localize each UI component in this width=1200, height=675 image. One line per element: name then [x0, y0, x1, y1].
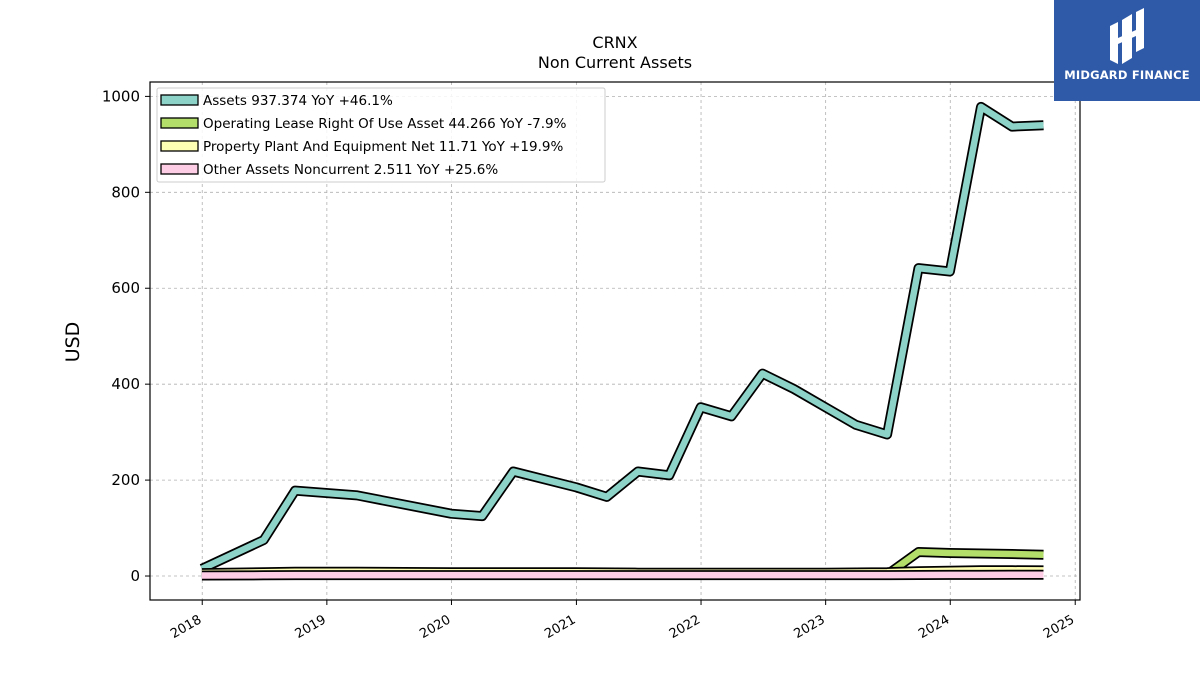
y-axis-label: USD: [62, 322, 84, 363]
legend-swatch: [160, 94, 199, 106]
chart-title: CRNX: [592, 33, 637, 52]
x-tick-label: 2025: [1041, 612, 1077, 642]
legend-entry: Operating Lease Right Of Use Asset 44.26…: [203, 116, 567, 132]
series-line: [200, 103, 1044, 572]
plot-frame: [149, 81, 1081, 601]
series-line: [201, 571, 1044, 579]
brand-name: MIDGARD FINANCE: [1064, 68, 1190, 82]
legend: Assets 937.374 YoY +46.1% Operating Lease…: [156, 87, 606, 183]
x-tick-label: 2022: [667, 612, 703, 642]
legend-entry: Assets 937.374 YoY +46.1%: [203, 93, 393, 109]
brand-logo: MIDGARD FINANCE: [1054, 0, 1200, 101]
y-tick-label: 1000: [102, 87, 140, 105]
legend-entry: Property Plant And Equipment Net 11.71 Y…: [203, 139, 563, 155]
y-tick-label: 400: [111, 375, 140, 393]
y-tick-label: 800: [111, 183, 140, 201]
x-tick-label: 2024: [916, 612, 952, 642]
y-tick-label: 0: [130, 567, 140, 585]
legend-entry: Other Assets Noncurrent 2.511 YoY +25.6%: [203, 162, 498, 178]
legend-box: [156, 87, 606, 183]
y-tick-label: 600: [111, 279, 140, 297]
legend-swatch: [160, 140, 199, 152]
logo-mark-icon: [1110, 8, 1144, 64]
series-line: [885, 548, 1044, 578]
legend-swatch: [160, 163, 199, 175]
series-layer: [199, 101, 1044, 581]
x-tick-label: 2021: [542, 612, 578, 642]
legend-swatch: [160, 117, 199, 129]
y-tick-label: 200: [111, 471, 140, 489]
x-tick-label: 2019: [293, 612, 329, 642]
x-tick-label: 2023: [791, 612, 827, 642]
x-tick-label: 2020: [417, 612, 453, 642]
x-tick-label: 2018: [168, 612, 204, 642]
chart-subtitle: Non Current Assets: [538, 53, 692, 72]
